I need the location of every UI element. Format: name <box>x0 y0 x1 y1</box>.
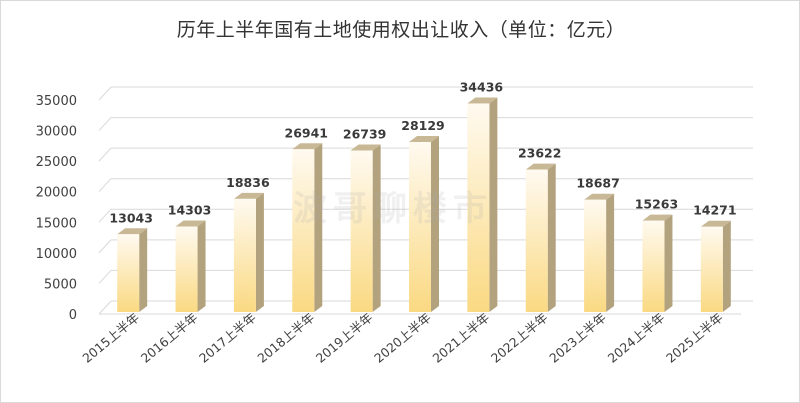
data-label: 28129 <box>401 118 445 133</box>
x-tick-label: 2021上半年 <box>430 310 493 366</box>
x-axis-tick-labels: 2015上半年2016上半年2017上半年2018上半年2019上半年2020上… <box>79 310 725 366</box>
y-tick-label: 5000 <box>44 277 77 292</box>
y-tick-label: 10000 <box>36 247 77 262</box>
bar <box>700 220 731 312</box>
x-tick-label: 2024上半年 <box>605 310 668 366</box>
data-label: 34436 <box>460 79 504 94</box>
x-tick-label: 2022上半年 <box>488 310 551 366</box>
y-tick-label: 30000 <box>36 125 77 140</box>
watermark: 波哥聊楼市 <box>293 189 493 229</box>
data-label: 18836 <box>226 175 270 190</box>
data-label: 14271 <box>693 203 737 218</box>
data-label: 15263 <box>635 197 679 212</box>
bar <box>292 143 323 312</box>
data-label: 18687 <box>576 176 620 191</box>
data-label: 26941 <box>285 125 329 140</box>
gridline <box>98 117 753 131</box>
bar <box>350 144 381 312</box>
y-tick-label: 35000 <box>36 94 77 109</box>
bar <box>525 163 556 312</box>
y-tick-label: 25000 <box>36 155 77 170</box>
x-tick-label: 2019上半年 <box>313 310 376 366</box>
chart-title: 历年上半年国有土地使用权出让收入（单位：亿元） <box>176 19 626 41</box>
data-labels: 13043 14303 18836 26941 26739 28129 34436 23622… <box>109 79 736 225</box>
y-tick-label: 0 <box>69 308 77 323</box>
x-tick-label: 2018上半年 <box>254 310 317 366</box>
x-tick-label: 2015上半年 <box>79 310 142 366</box>
data-label: 14303 <box>168 203 212 218</box>
data-label: 23622 <box>518 146 562 161</box>
bar <box>117 228 148 312</box>
y-tick-label: 20000 <box>36 186 77 201</box>
bars <box>117 97 731 312</box>
bar <box>467 97 498 312</box>
bar <box>233 192 264 312</box>
y-tick-label: 15000 <box>36 216 77 231</box>
data-label: 26739 <box>343 127 387 142</box>
bar <box>409 136 439 312</box>
x-tick-label: 2017上半年 <box>196 310 259 366</box>
bar <box>175 220 206 312</box>
x-tick-label: 2025上半年 <box>663 310 726 366</box>
gridline <box>98 86 753 101</box>
x-tick-label: 2023上半年 <box>546 310 609 366</box>
bar <box>584 193 615 312</box>
bar <box>642 214 673 312</box>
data-label: 13043 <box>109 210 153 225</box>
x-tick-label: 2020上半年 <box>371 310 434 366</box>
y-axis-tick-labels: 0 5000 10000 15000 20000 25000 30000 35000 <box>36 94 77 323</box>
x-tick-label: 2016上半年 <box>138 310 201 366</box>
